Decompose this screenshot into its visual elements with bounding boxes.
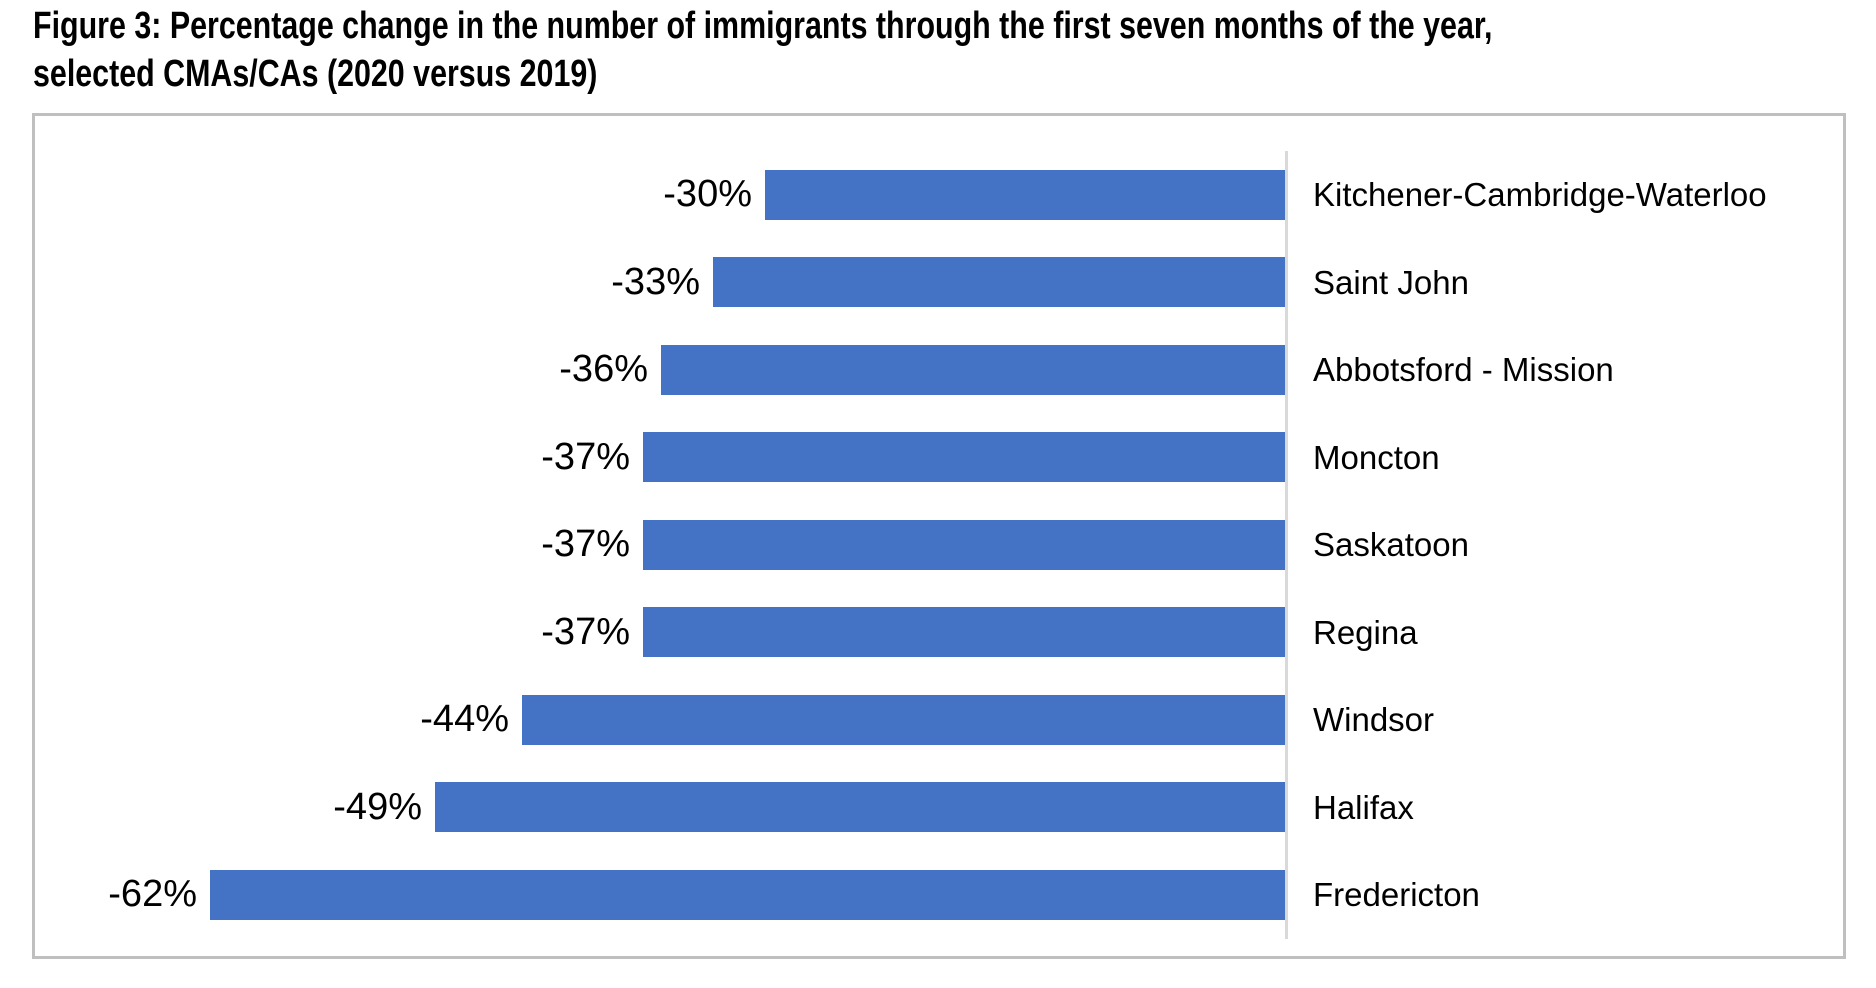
category-label: Fredericton <box>1313 876 1480 913</box>
category-label: Kitchener-Cambridge-Waterloo <box>1313 176 1767 213</box>
value-label: -36% <box>559 348 648 390</box>
bar <box>661 344 1285 395</box>
value-label: -37% <box>541 523 630 565</box>
bar <box>765 169 1285 220</box>
bar-row: -37% Saskatoon <box>35 501 1843 589</box>
bar <box>643 432 1285 483</box>
category-label: Saskatoon <box>1313 526 1469 563</box>
value-label: -62% <box>108 873 197 915</box>
category-label: Regina <box>1313 613 1418 651</box>
bar <box>643 607 1285 658</box>
value-label: -37% <box>541 610 630 653</box>
value-label: -33% <box>611 260 700 303</box>
bar-row: -37% Moncton <box>35 414 1843 502</box>
value-label: -37% <box>541 435 630 478</box>
bar-row: -36% Abbotsford - Mission <box>35 326 1843 414</box>
bar-row: -37% Regina <box>35 589 1843 677</box>
category-label: Windsor <box>1313 701 1435 738</box>
chart-area: -30% Kitchener-Cambridge-Waterloo -33% Sain… <box>32 113 1846 959</box>
category-label: Abbotsford - Mission <box>1313 351 1614 388</box>
bar <box>522 694 1285 745</box>
bar <box>643 519 1285 570</box>
figure-title: Figure 3: Percentage change in the numbe… <box>33 2 1876 98</box>
plot-area: -30% Kitchener-Cambridge-Waterloo -33% Sain… <box>35 151 1843 939</box>
value-label: -49% <box>333 785 422 828</box>
bar-row: -49% Halifax <box>35 764 1843 852</box>
value-label: -30% <box>663 173 752 215</box>
bar-row: -44% Windsor <box>35 676 1843 764</box>
figure-title-line2: selected CMAs/CAs (2020 versus 2019) <box>33 53 598 95</box>
bar-row: -30% Kitchener-Cambridge-Waterloo <box>35 151 1843 239</box>
bar-row: -33% Saint John <box>35 239 1843 327</box>
category-label: Saint John <box>1313 263 1469 301</box>
bar <box>210 869 1285 920</box>
value-label: -44% <box>420 698 509 740</box>
category-label: Halifax <box>1313 788 1414 826</box>
category-label: Moncton <box>1313 438 1440 476</box>
figure-title-line1: Figure 3: Percentage change in the numbe… <box>33 5 1493 47</box>
bar <box>435 782 1285 833</box>
bar <box>713 257 1285 308</box>
bar-row: -62% Fredericton <box>35 851 1843 939</box>
baseline-axis <box>1285 151 1288 939</box>
